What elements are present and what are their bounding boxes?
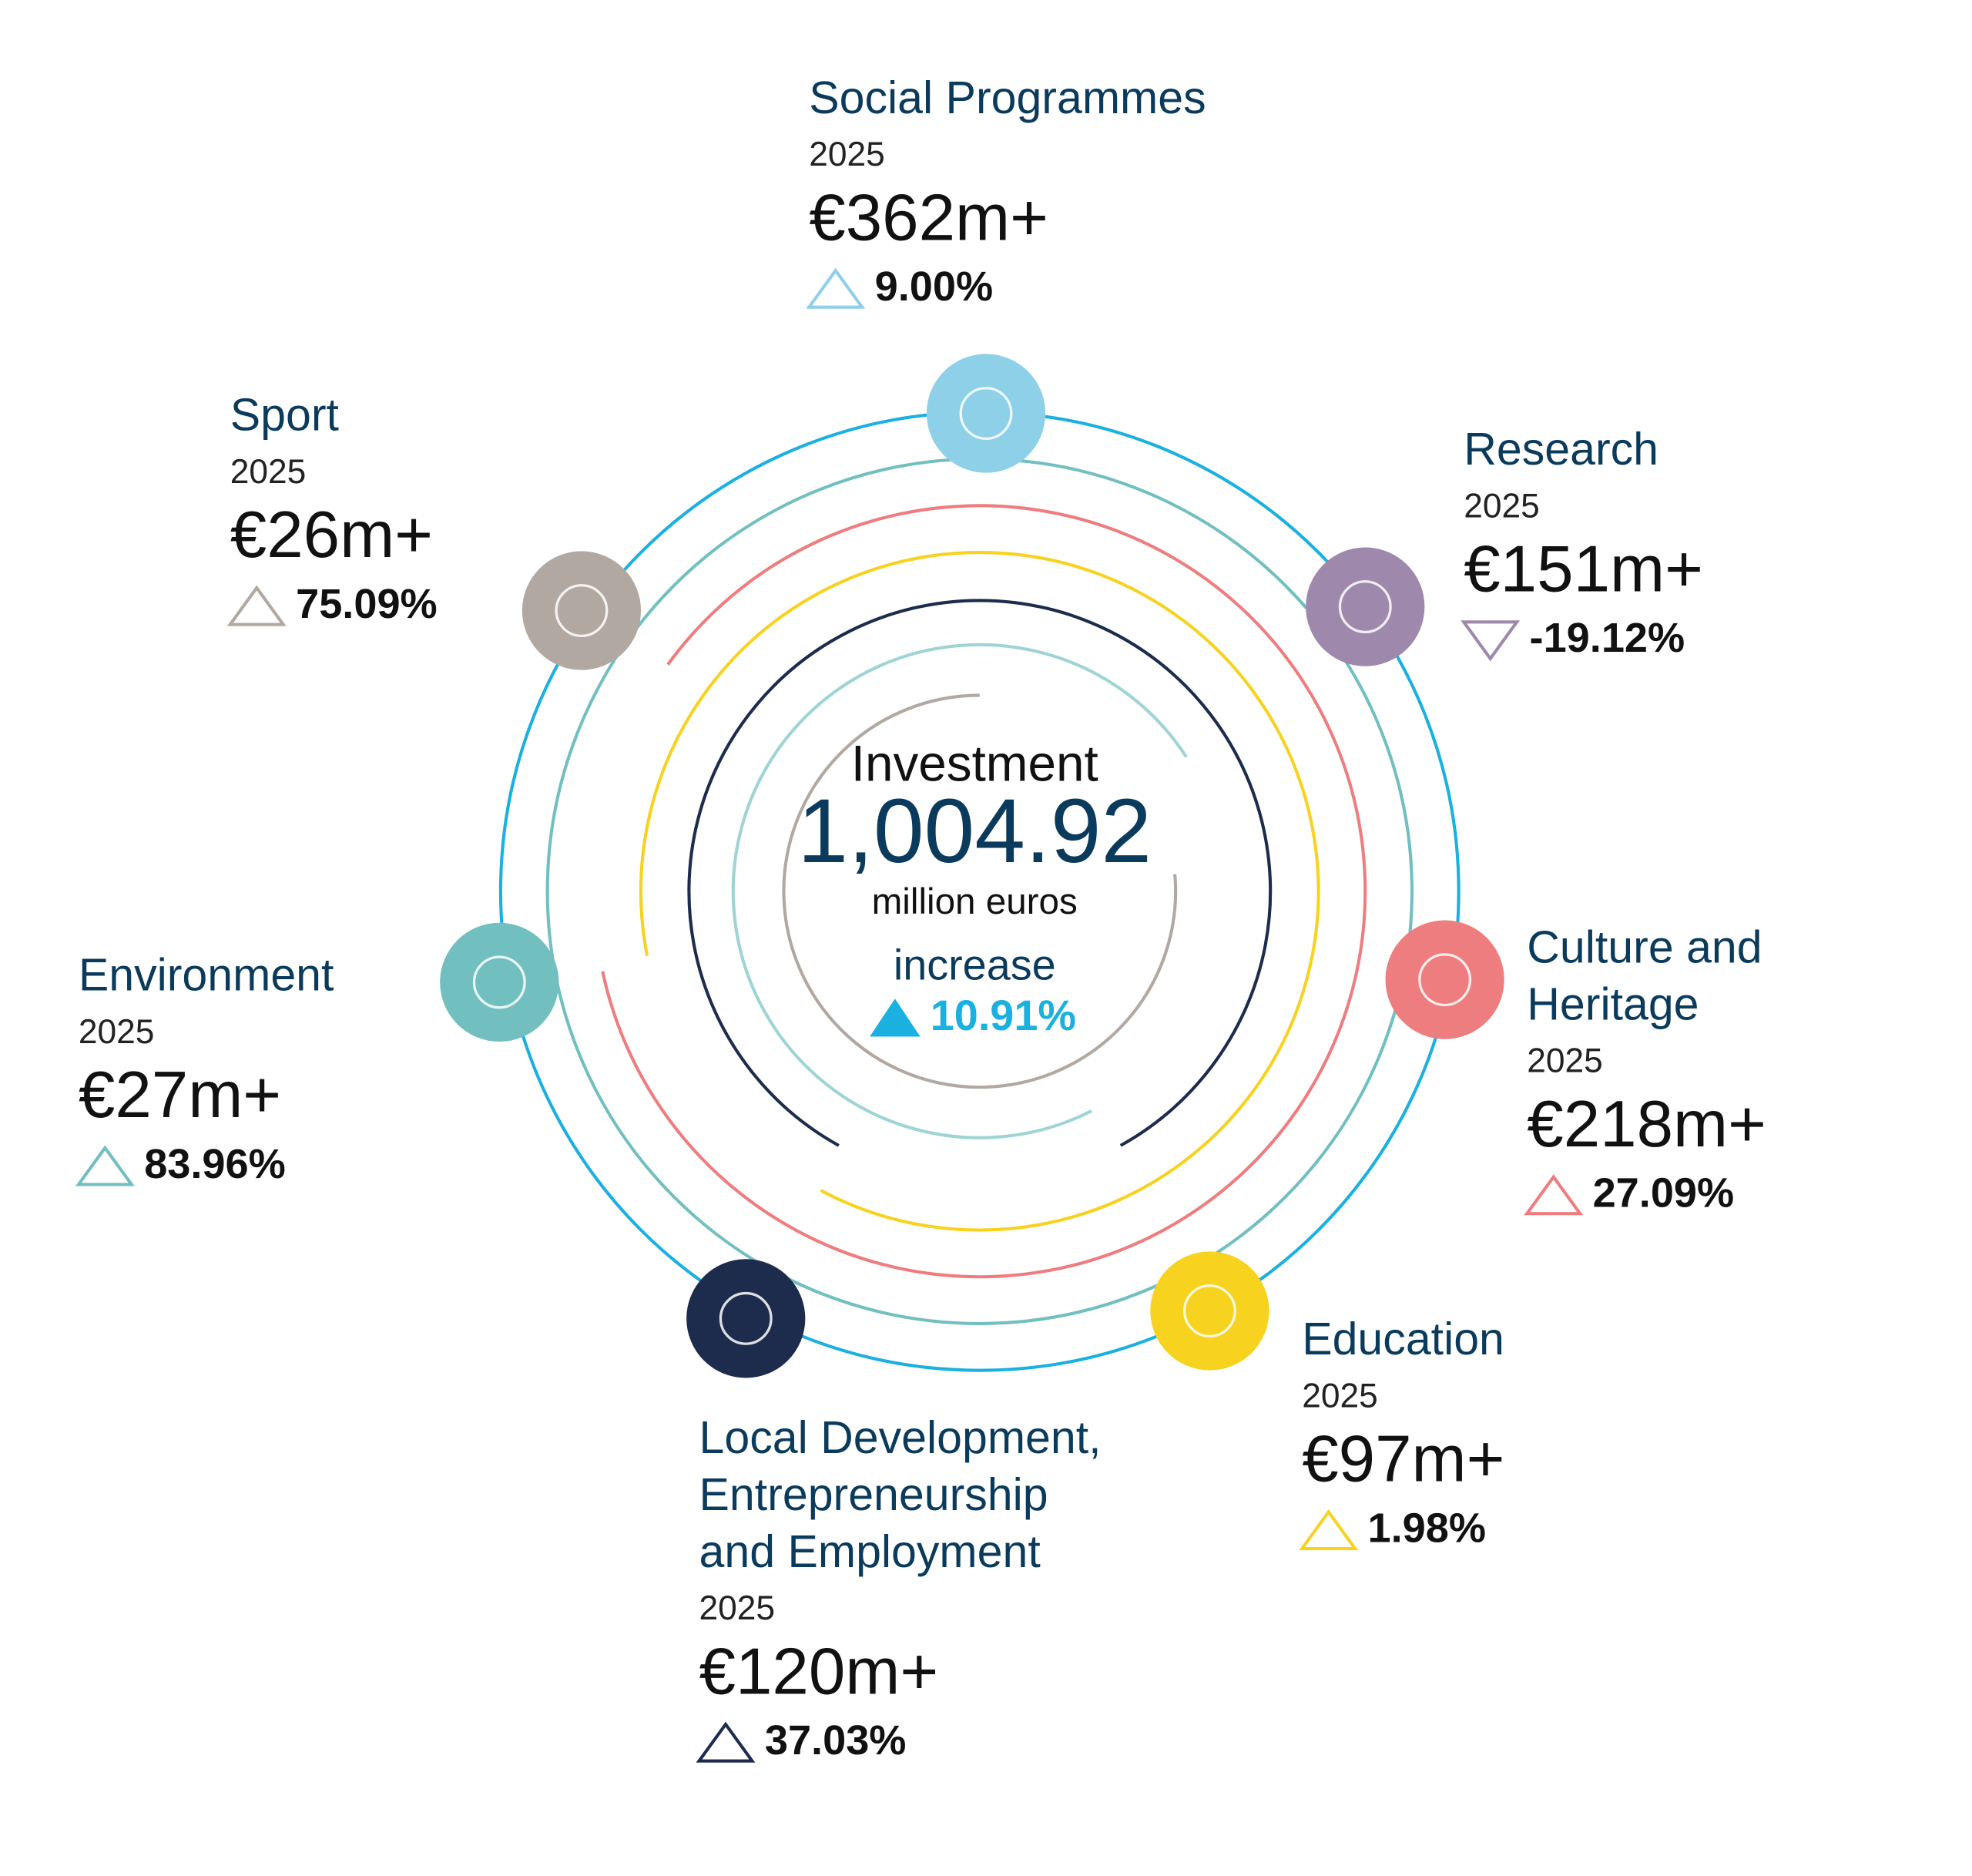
center-unit: million euros xyxy=(872,881,1078,922)
area-icon-glyph xyxy=(1182,1284,1236,1338)
ring-arc xyxy=(782,693,1178,1089)
area-title: Social Programmes xyxy=(809,72,1206,123)
change-icon xyxy=(806,267,866,309)
change-icon xyxy=(696,1721,756,1763)
change-icon xyxy=(1524,1174,1584,1216)
ring-arc xyxy=(639,551,1320,1232)
area-amount: €151m+ xyxy=(1464,532,1703,606)
area-change: 9.00% xyxy=(875,263,993,310)
area-icon-glyph xyxy=(472,955,526,1009)
center-summary: Investment 1,004.92 million euros increa… xyxy=(797,735,1152,1039)
area-change: 75.09% xyxy=(296,581,438,627)
area-title: Local Development, xyxy=(699,1412,1102,1463)
area-change: 83.96% xyxy=(144,1141,286,1187)
center-change: 10.91% xyxy=(931,992,1076,1039)
area-icon-glyph xyxy=(1338,580,1392,634)
area-icon xyxy=(686,1259,806,1378)
ring-arc xyxy=(601,504,1367,1279)
area-change: 27.09% xyxy=(1593,1170,1735,1217)
area-icon xyxy=(440,922,559,1042)
area-icon xyxy=(1150,1251,1269,1371)
change-icon xyxy=(1461,620,1521,662)
change-icon xyxy=(226,585,287,626)
area-year: 2025 xyxy=(1527,1042,1603,1080)
change-icon xyxy=(75,1145,135,1186)
area-icon-glyph xyxy=(719,1291,773,1345)
area-year: 2025 xyxy=(230,453,307,491)
area-year: 2025 xyxy=(1302,1377,1378,1415)
area-year: 2025 xyxy=(79,1013,155,1051)
area-icon-glyph xyxy=(1418,953,1472,1007)
area-icon xyxy=(1306,547,1425,666)
area-title: Entrepreneurship xyxy=(699,1469,1048,1520)
area-title: Education xyxy=(1302,1314,1504,1364)
area-icon xyxy=(522,551,642,670)
ring-arc xyxy=(731,643,1188,1139)
area-amount: €120m+ xyxy=(699,1635,939,1708)
area-change: 37.03% xyxy=(765,1717,907,1764)
area-year: 2025 xyxy=(809,136,885,173)
center-change-label: increase xyxy=(894,941,1056,989)
area-icon-glyph xyxy=(555,584,609,637)
labels: Social Programmes 2025 €362m+ 9.00% Research… xyxy=(75,72,1766,1764)
center-total: 1,004.92 xyxy=(797,780,1152,882)
area-change: -19.12% xyxy=(1530,615,1685,661)
area-amount: €218m+ xyxy=(1527,1088,1766,1161)
area-icon xyxy=(926,354,1046,473)
area-title: and Employment xyxy=(699,1526,1041,1577)
area-amount: €26m+ xyxy=(230,498,433,572)
ring-arc xyxy=(687,599,1273,1147)
area-title: Research xyxy=(1464,424,1658,475)
area-year: 2025 xyxy=(699,1589,776,1627)
area-icon xyxy=(1385,920,1504,1039)
area-title: Heritage xyxy=(1527,978,1699,1029)
area-icon-glyph xyxy=(959,387,1013,441)
center-title: Investment xyxy=(851,735,1098,791)
area-title: Culture and xyxy=(1527,922,1762,973)
area-amount: €27m+ xyxy=(79,1059,281,1132)
center-change-icon xyxy=(870,998,921,1037)
area-change: 1.98% xyxy=(1368,1505,1486,1551)
change-icon xyxy=(1299,1509,1359,1551)
area-title: Sport xyxy=(230,390,339,441)
area-year: 2025 xyxy=(1464,487,1540,525)
area-title: Environment xyxy=(79,950,334,1001)
area-amount: €97m+ xyxy=(1302,1423,1504,1496)
area-amount: €362m+ xyxy=(809,181,1048,254)
